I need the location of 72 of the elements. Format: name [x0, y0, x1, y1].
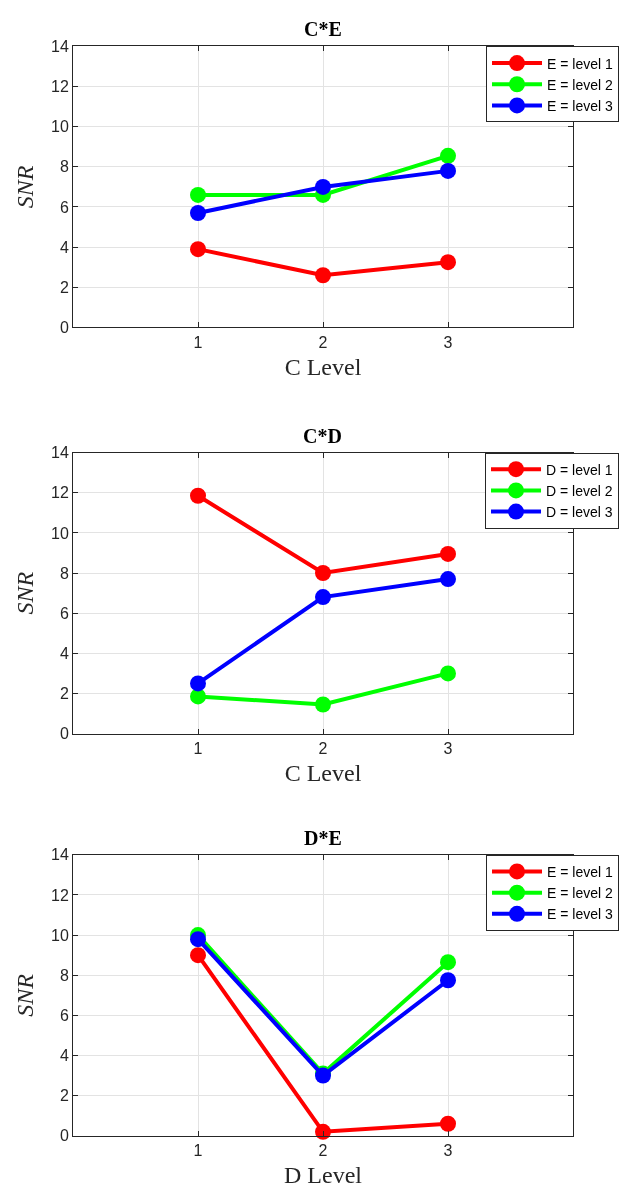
y-tick-label: 12	[51, 78, 69, 96]
y-tick-label: 2	[59, 1087, 69, 1105]
legend-label: E = level 1	[547, 55, 613, 72]
legend-label: E = level 2	[547, 76, 613, 93]
legend-label: D = level 2	[546, 482, 613, 499]
x-tick-label: 1	[193, 1142, 203, 1160]
legend-label: E = level 1	[547, 863, 613, 880]
point	[440, 954, 456, 971]
chart-title: C*D	[303, 425, 342, 447]
legend-label: D = level 3	[546, 504, 613, 521]
point	[190, 675, 206, 692]
point	[440, 571, 456, 588]
point	[440, 972, 456, 989]
x-tick-label: 3	[443, 1142, 453, 1160]
x-tick-label: 2	[318, 1142, 328, 1160]
point	[440, 665, 456, 682]
y-axis-title: SNR	[12, 973, 39, 1017]
y-tick-label: 14	[51, 38, 69, 56]
y-tick-label: 0	[59, 319, 69, 337]
point	[315, 267, 331, 284]
x-tick-label: 3	[443, 333, 453, 351]
x-tick-label: 3	[443, 739, 453, 757]
point	[315, 178, 331, 195]
point	[190, 487, 206, 504]
y-tick-label: 14	[51, 846, 69, 864]
point	[440, 147, 456, 164]
y-tick-label: 4	[59, 644, 69, 662]
x-tick-label: 2	[318, 739, 328, 757]
point	[190, 205, 206, 222]
y-tick-label: 10	[51, 524, 69, 542]
y-tick-label: 6	[59, 604, 69, 622]
point	[190, 241, 206, 258]
y-tick-label: 10	[51, 118, 69, 136]
legend-label: E = level 3	[547, 906, 613, 923]
point	[315, 696, 331, 713]
y-tick-label: 12	[51, 484, 69, 502]
x-axis-title: C Level	[284, 760, 362, 787]
y-axis-title: SNR	[12, 571, 39, 615]
chart-title: C*E	[304, 18, 342, 40]
y-tick-label: 6	[59, 198, 69, 216]
x-tick-label: 1	[193, 739, 203, 757]
point	[190, 947, 206, 964]
y-tick-label: 2	[59, 278, 69, 296]
y-tick-label: 14	[51, 444, 69, 462]
legend-label: E = level 3	[547, 97, 613, 114]
point	[440, 254, 456, 271]
y-tick-label: 10	[51, 926, 69, 944]
point	[440, 545, 456, 562]
y-tick-label: 12	[51, 886, 69, 904]
y-tick-label: 4	[59, 238, 69, 256]
point	[315, 589, 331, 606]
y-tick-label: 2	[59, 685, 69, 703]
chart-title: D*E	[304, 827, 342, 849]
point	[440, 1115, 456, 1132]
x-axis-title: D Level	[284, 1162, 363, 1189]
x-tick-label: 2	[318, 333, 328, 351]
y-tick-label: 0	[59, 1127, 69, 1145]
y-tick-label: 4	[59, 1047, 69, 1065]
y-tick-label: 8	[59, 564, 69, 582]
point	[190, 186, 206, 203]
y-tick-label: 8	[59, 966, 69, 984]
y-tick-label: 0	[59, 725, 69, 743]
legend-label: D = level 1	[546, 461, 613, 478]
point	[190, 931, 206, 948]
x-tick-label: 1	[193, 333, 203, 351]
point	[315, 565, 331, 582]
y-tick-label: 8	[59, 158, 69, 176]
point	[440, 162, 456, 179]
y-tick-label: 6	[59, 1006, 69, 1024]
x-axis-title: C Level	[284, 353, 362, 380]
legend-label: E = level 2	[547, 885, 613, 902]
y-axis-title: SNR	[12, 165, 39, 209]
